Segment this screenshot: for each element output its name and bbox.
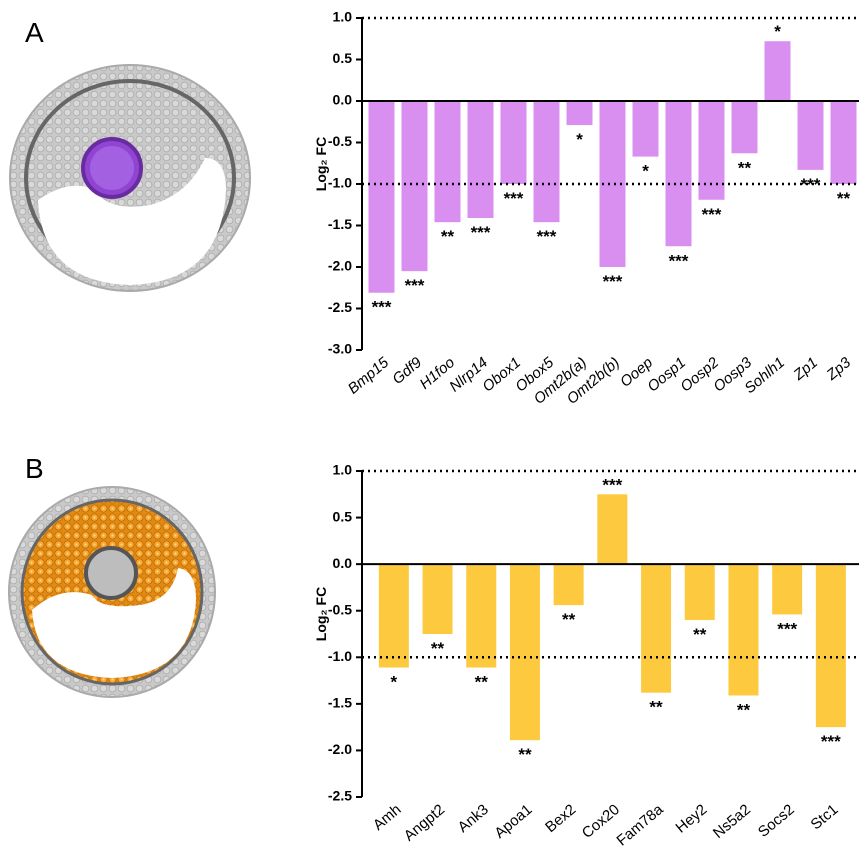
y-tick-label: -2.0 — [328, 258, 352, 274]
x-tick-label: Ank3 — [455, 801, 492, 836]
panel-label: B — [25, 453, 44, 484]
bar — [772, 564, 802, 614]
significance-label: * — [642, 162, 649, 181]
y-tick-label: 0.5 — [333, 508, 353, 524]
significance-label: *** — [702, 205, 722, 224]
significance-label: ** — [737, 700, 751, 719]
y-tick-label: -1.5 — [328, 695, 352, 711]
bar — [510, 564, 540, 740]
significance-label: * — [774, 22, 781, 41]
significance-label: *** — [372, 298, 392, 317]
significance-label: ** — [837, 189, 851, 208]
bar — [597, 494, 627, 564]
y-tick-label: -1.0 — [328, 648, 352, 664]
bar — [567, 101, 593, 125]
y-tick-label: 1.0 — [333, 9, 353, 25]
significance-label: ** — [441, 227, 455, 246]
x-tick-label: Amh — [370, 801, 405, 834]
significance-label: *** — [504, 189, 524, 208]
significance-label: ** — [518, 745, 532, 764]
y-tick-label: 0.0 — [333, 555, 353, 571]
significance-label: ** — [562, 610, 576, 629]
bar — [831, 101, 857, 184]
significance-label: *** — [537, 227, 557, 246]
y-axis-label: Log₂ FC — [313, 587, 329, 641]
y-tick-label: -3.0 — [328, 341, 352, 357]
x-tick-label: Bmp15 — [345, 354, 393, 398]
bar — [666, 101, 692, 246]
bar — [435, 101, 461, 222]
bar — [554, 564, 584, 605]
y-tick-label: -0.5 — [328, 133, 352, 149]
bar — [534, 101, 560, 222]
significance-label: *** — [405, 276, 425, 295]
x-tick-label: Angpt2 — [401, 801, 448, 845]
significance-label: ** — [649, 698, 663, 717]
bar — [468, 101, 494, 218]
x-tick-label: Stc1 — [808, 801, 842, 833]
bar — [816, 564, 846, 727]
significance-label: ** — [693, 625, 707, 644]
bar — [633, 101, 659, 157]
bar — [369, 101, 395, 293]
significance-label: *** — [801, 175, 821, 194]
significance-label: *** — [777, 619, 797, 638]
y-tick-label: -2.5 — [328, 788, 352, 804]
y-tick-label: -2.5 — [328, 299, 352, 315]
x-tick-label: Socs2 — [755, 801, 798, 841]
x-tick-label: Zp3 — [823, 354, 855, 385]
significance-label: *** — [471, 223, 491, 242]
follicle-illustration-a — [10, 65, 250, 291]
x-tick-label: Apoa1 — [491, 801, 535, 842]
figure: A Log₂ FC 1.0 0.5 0.0 -0.5 -1.0 -1.5 -2.0 -2.5 -3.… — [0, 0, 859, 862]
x-tick-label: Fam78a — [614, 801, 668, 850]
x-tick-label: Bex2 — [542, 801, 579, 836]
y-tick-label: 1.0 — [333, 462, 353, 478]
bar — [641, 564, 671, 693]
significance-label: *** — [603, 272, 623, 291]
panel-label: A — [25, 17, 44, 48]
y-tick-label: -1.5 — [328, 216, 352, 232]
significance-label: ** — [431, 639, 445, 658]
bar — [798, 101, 824, 170]
bar — [423, 564, 453, 634]
bar — [685, 564, 715, 620]
x-tick-label: Hey2 — [673, 801, 711, 837]
significance-label: ** — [738, 158, 752, 177]
bar — [402, 101, 428, 271]
significance-label: ** — [475, 673, 489, 692]
follicle-illustration-b — [9, 487, 215, 697]
significance-label: *** — [821, 732, 841, 751]
bar — [732, 101, 758, 153]
significance-label: *** — [669, 251, 689, 270]
bar — [765, 41, 791, 101]
y-tick-label: -2.0 — [328, 741, 352, 757]
y-tick-label: 0.0 — [333, 92, 353, 108]
bar — [466, 564, 496, 667]
x-tick-label: Zp1 — [790, 354, 822, 384]
significance-label: * — [391, 673, 398, 692]
significance-label: * — [576, 130, 583, 149]
y-tick-label: -0.5 — [328, 601, 352, 617]
bar — [501, 101, 527, 184]
significance-label: *** — [602, 475, 622, 494]
y-axis-label: Log₂ FC — [313, 137, 329, 191]
bar — [728, 564, 758, 695]
y-tick-label: 0.5 — [333, 50, 353, 66]
x-tick-label: Ns5a2 — [710, 801, 754, 842]
y-tick-label: -1.0 — [328, 175, 352, 191]
bar — [379, 564, 409, 667]
